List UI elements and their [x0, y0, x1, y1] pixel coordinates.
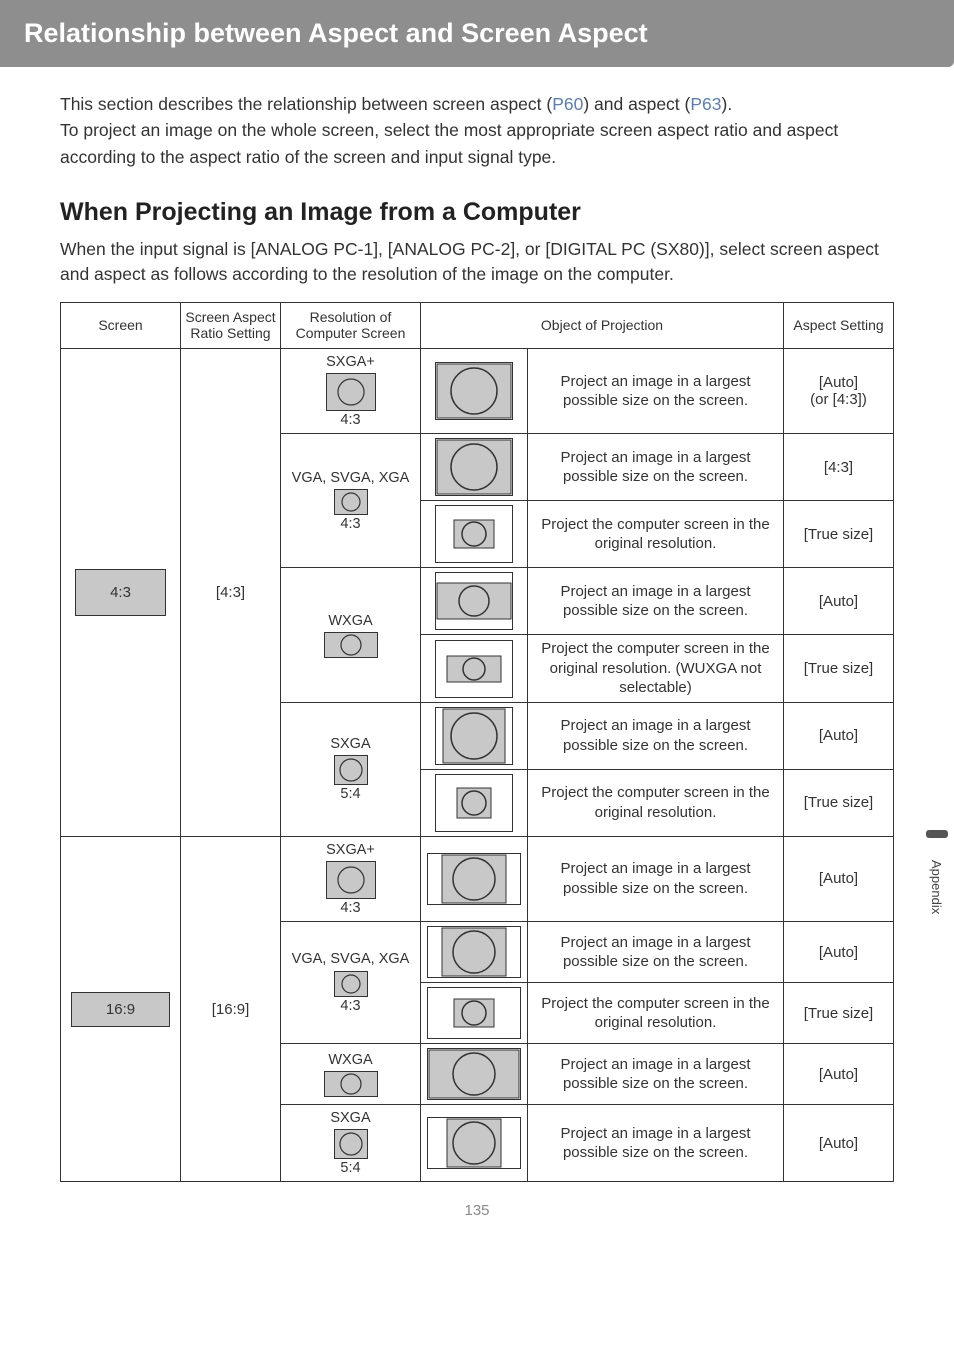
projection-icon — [427, 926, 521, 978]
projection-desc-cell: Project an image in a largest possible s… — [528, 568, 784, 635]
projection-icon — [435, 505, 513, 563]
projection-icon — [427, 1117, 521, 1169]
projection-desc-cell: Project an image in a largest possible s… — [528, 702, 784, 769]
section-heading: When Projecting an Image from a Computer — [60, 198, 894, 227]
ratio-cell: [16:9] — [181, 836, 281, 1182]
projection-icon — [435, 438, 513, 496]
projection-image-cell — [421, 922, 528, 983]
screen-cell: 16:9 — [61, 836, 181, 1182]
resolution-icon — [334, 755, 368, 785]
resolution-cell: WXGA — [281, 1044, 421, 1105]
projection-icon — [427, 1048, 521, 1100]
projection-image-cell — [421, 349, 528, 434]
screen-cell: 4:3 — [61, 349, 181, 837]
projection-image-cell — [421, 568, 528, 635]
aspect-setting-cell: [4:3] — [784, 434, 894, 501]
aspect-setting-cell: [Auto](or [4:3]) — [784, 349, 894, 434]
resolution-icon — [334, 1129, 368, 1159]
projection-desc-cell: Project an image in a largest possible s… — [528, 1105, 784, 1182]
projection-desc-cell: Project an image in a largest possible s… — [528, 836, 784, 921]
col-ratio: Screen Aspect Ratio Setting — [181, 302, 281, 349]
projection-desc-cell: Project the computer screen in the origi… — [528, 635, 784, 703]
projection-icon — [435, 707, 513, 765]
resolution-cell: SXGA5:4 — [281, 1105, 421, 1182]
resolution-cell: SXGA+4:3 — [281, 836, 421, 921]
side-tab-appendix: Appendix — [929, 860, 944, 914]
aspect-table: Screen Screen Aspect Ratio Setting Resol… — [60, 302, 894, 1183]
aspect-setting-cell: [True size] — [784, 635, 894, 703]
resolution-icon — [326, 861, 376, 899]
intro-text: This section describes the relationship … — [60, 94, 552, 114]
resolution-icon — [324, 632, 378, 658]
col-screen: Screen — [61, 302, 181, 349]
projection-image-cell — [421, 702, 528, 769]
section-text: When the input signal is [ANALOG PC-1], … — [60, 237, 894, 288]
intro-line2: To project an image on the whole screen,… — [60, 120, 838, 166]
projection-image-cell — [421, 983, 528, 1044]
aspect-setting-cell: [True size] — [784, 983, 894, 1044]
projection-icon — [427, 853, 521, 905]
projection-icon — [427, 987, 521, 1039]
intro-paragraph: This section describes the relationship … — [60, 91, 894, 170]
table-row: 4:3[4:3]SXGA+4:3Project an image in a la… — [61, 349, 894, 434]
projection-image-cell — [421, 1044, 528, 1105]
screen-box: 4:3 — [75, 569, 166, 616]
link-p63[interactable]: P63 — [690, 94, 721, 114]
aspect-setting-cell: [Auto] — [784, 922, 894, 983]
page-title: Relationship between Aspect and Screen A… — [0, 0, 954, 67]
projection-icon — [435, 640, 513, 698]
table-row: 16:9[16:9]SXGA+4:3Project an image in a … — [61, 836, 894, 921]
aspect-setting-cell: [Auto] — [784, 836, 894, 921]
aspect-setting-cell: [Auto] — [784, 568, 894, 635]
projection-desc-cell: Project the computer screen in the origi… — [528, 983, 784, 1044]
resolution-icon — [324, 1071, 378, 1097]
intro-text: ) and aspect ( — [583, 94, 690, 114]
side-tab-mark — [926, 830, 948, 838]
col-res: Resolution of Computer Screen — [281, 302, 421, 349]
resolution-cell: VGA, SVGA, XGA4:3 — [281, 434, 421, 568]
col-aspect: Aspect Setting — [784, 302, 894, 349]
resolution-icon — [326, 373, 376, 411]
projection-image-cell — [421, 501, 528, 568]
projection-desc-cell: Project the computer screen in the origi… — [528, 769, 784, 836]
resolution-cell: SXGA+4:3 — [281, 349, 421, 434]
aspect-setting-cell: [Auto] — [784, 1044, 894, 1105]
aspect-setting-cell: [True size] — [784, 769, 894, 836]
projection-image-cell — [421, 769, 528, 836]
ratio-cell: [4:3] — [181, 349, 281, 837]
aspect-setting-cell: [Auto] — [784, 1105, 894, 1182]
projection-desc-cell: Project the computer screen in the origi… — [528, 501, 784, 568]
screen-box: 16:9 — [71, 992, 170, 1027]
projection-desc-cell: Project an image in a largest possible s… — [528, 1044, 784, 1105]
aspect-setting-cell: [True size] — [784, 501, 894, 568]
link-p60[interactable]: P60 — [552, 94, 583, 114]
col-object: Object of Projection — [421, 302, 784, 349]
projection-image-cell — [421, 434, 528, 501]
resolution-icon — [334, 489, 368, 515]
table-header-row: Screen Screen Aspect Ratio Setting Resol… — [61, 302, 894, 349]
projection-desc-cell: Project an image in a largest possible s… — [528, 434, 784, 501]
resolution-cell: WXGA — [281, 568, 421, 703]
projection-icon — [435, 572, 513, 630]
projection-icon — [435, 774, 513, 832]
resolution-cell: SXGA5:4 — [281, 702, 421, 836]
aspect-setting-cell: [Auto] — [784, 702, 894, 769]
resolution-cell: VGA, SVGA, XGA4:3 — [281, 922, 421, 1044]
projection-icon — [435, 362, 513, 420]
resolution-icon — [334, 971, 368, 997]
projection-image-cell — [421, 635, 528, 703]
intro-text: ). — [722, 94, 733, 114]
page-number: 135 — [60, 1202, 894, 1219]
projection-image-cell — [421, 1105, 528, 1182]
projection-image-cell — [421, 836, 528, 921]
projection-desc-cell: Project an image in a largest possible s… — [528, 349, 784, 434]
projection-desc-cell: Project an image in a largest possible s… — [528, 922, 784, 983]
